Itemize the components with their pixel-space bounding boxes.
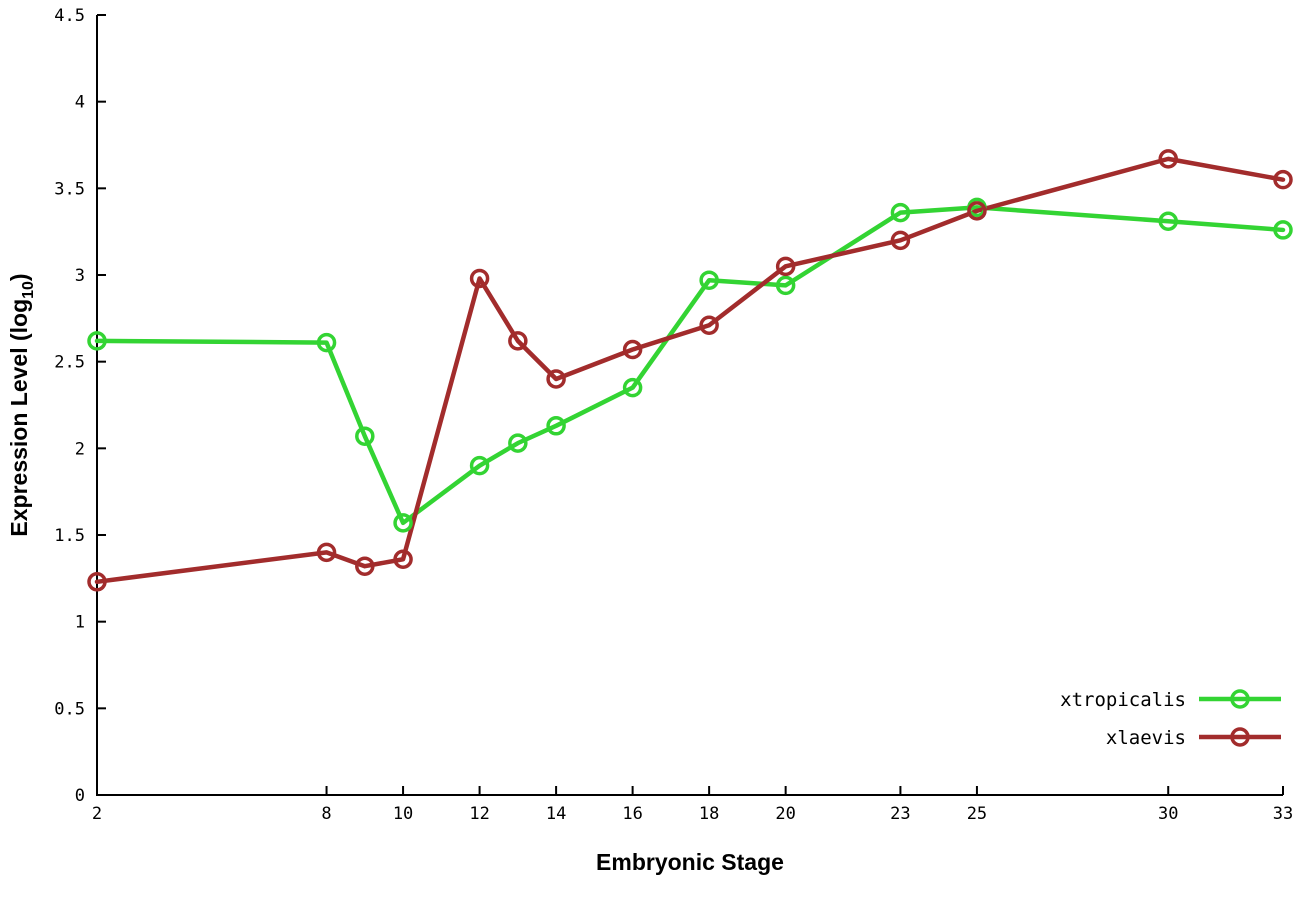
x-tick-label: 30 bbox=[1158, 804, 1178, 824]
series-line-xtropicalis bbox=[94, 205, 1286, 526]
data-point-xlaevis bbox=[967, 201, 987, 221]
data-point-xtropicalis bbox=[87, 331, 107, 351]
legend-label-xlaevis: xlaevis bbox=[1106, 727, 1186, 749]
data-point-xtropicalis bbox=[1273, 220, 1293, 240]
data-point-xlaevis bbox=[622, 339, 643, 360]
data-point-xtropicalis bbox=[775, 275, 796, 296]
legend-marker-xlaevis bbox=[1230, 727, 1250, 747]
data-point-xtropicalis bbox=[316, 332, 337, 353]
data-point-xtropicalis bbox=[699, 270, 719, 290]
y-tick-label: 0 bbox=[75, 786, 85, 806]
y-tick-label: 2.5 bbox=[54, 353, 85, 373]
data-point-xlaevis bbox=[546, 369, 566, 389]
data-point-xlaevis bbox=[87, 572, 107, 592]
data-point-xtropicalis bbox=[469, 455, 490, 476]
x-tick-label: 14 bbox=[546, 804, 566, 824]
data-point-xlaevis bbox=[316, 542, 337, 563]
axis-border bbox=[96, 15, 1283, 796]
data-point-xlaevis bbox=[699, 315, 719, 336]
y-tick-label: 4.5 bbox=[54, 6, 85, 26]
y-tick-label: 0.5 bbox=[54, 699, 85, 719]
y-tick-label: 1.5 bbox=[54, 526, 85, 546]
x-tick-label: 12 bbox=[469, 804, 489, 824]
data-point-xtropicalis bbox=[622, 377, 643, 398]
y-tick-label: 3 bbox=[75, 266, 85, 286]
x-tick-label: 16 bbox=[622, 804, 642, 824]
y-tick-label: 1 bbox=[75, 613, 85, 633]
data-point-xlaevis bbox=[393, 549, 413, 570]
data-point-xlaevis bbox=[1273, 169, 1293, 190]
data-point-xtropicalis bbox=[355, 426, 375, 446]
data-point-xlaevis bbox=[1158, 149, 1178, 169]
data-point-xlaevis bbox=[355, 556, 375, 576]
data-point-xtropicalis bbox=[393, 513, 413, 533]
data-point-xlaevis bbox=[775, 256, 796, 277]
y-tick-label: 3.5 bbox=[54, 179, 85, 199]
y-tick-label: 2 bbox=[75, 439, 85, 459]
x-tick-label: 8 bbox=[321, 804, 331, 824]
series-line-xlaevis bbox=[94, 156, 1286, 585]
data-point-xtropicalis bbox=[508, 433, 528, 453]
x-axis-label: Embryonic Stage bbox=[596, 849, 784, 875]
data-point-xtropicalis bbox=[890, 202, 911, 223]
x-tick-label: 20 bbox=[775, 804, 795, 824]
x-tick-label: 25 bbox=[967, 804, 987, 824]
y-tick-label: 4 bbox=[75, 93, 85, 113]
legend-marker-xtropicalis bbox=[1230, 689, 1250, 709]
x-tick-label: 18 bbox=[699, 804, 719, 824]
x-tick-label: 2 bbox=[92, 804, 102, 824]
y-axis-label: Expression Level (log10) bbox=[6, 273, 37, 536]
x-tick-label: 10 bbox=[393, 804, 413, 824]
x-tick-label: 33 bbox=[1273, 804, 1293, 824]
legend-label-xtropicalis: xtropicalis bbox=[1060, 689, 1186, 711]
data-point-xtropicalis bbox=[546, 416, 566, 436]
x-tick-label: 23 bbox=[890, 804, 910, 824]
data-point-xtropicalis bbox=[1158, 211, 1178, 232]
data-point-xlaevis bbox=[469, 268, 490, 289]
data-point-xlaevis bbox=[890, 230, 911, 251]
data-point-xlaevis bbox=[508, 331, 528, 351]
chart-plot-area: 2 8 10 12 14 16 18 20 23 25 30 33 0 0.5 1 1.5 2 2.5 3 3.5 4 4… bbox=[54, 6, 1293, 824]
